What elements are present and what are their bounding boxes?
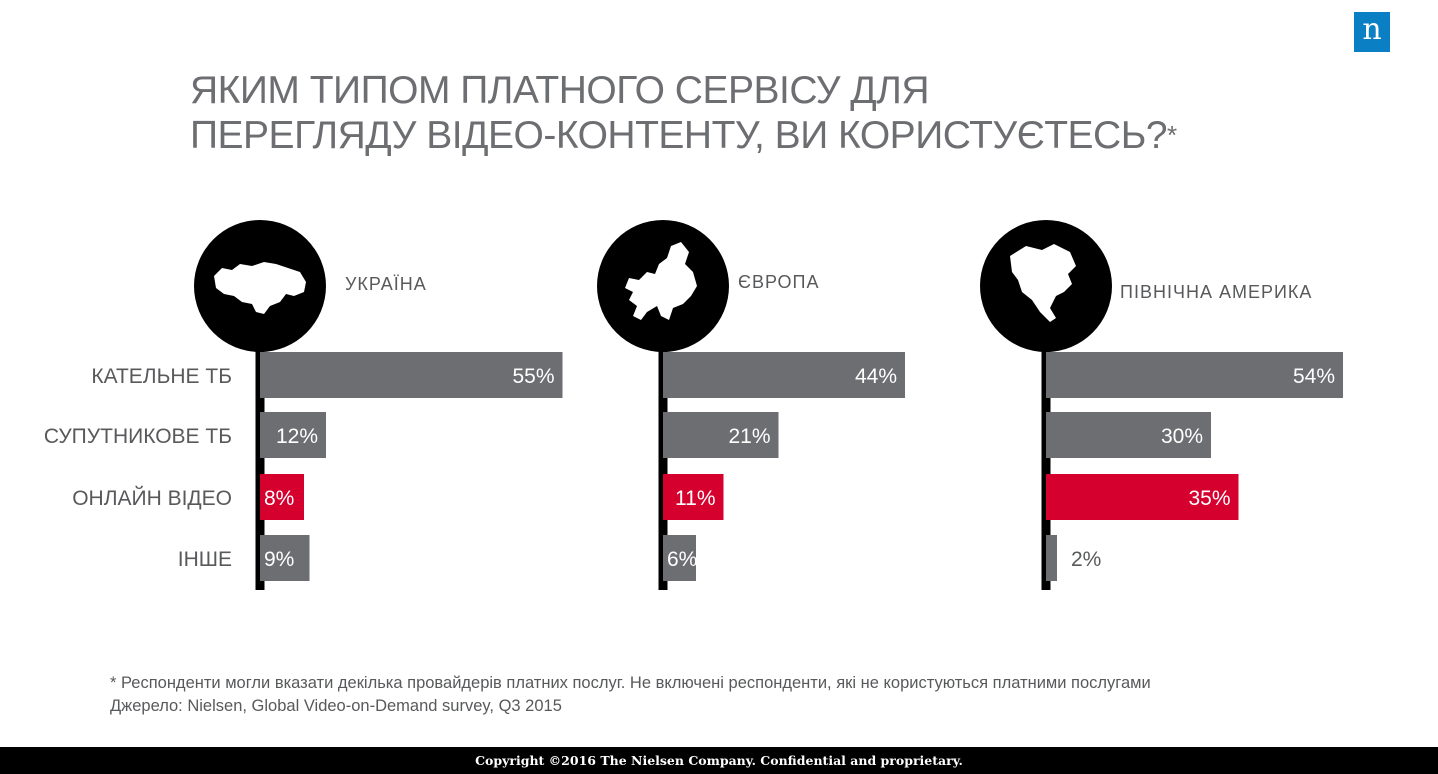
ukraine-map-icon [214,262,306,314]
bar [663,352,905,398]
bar-value-label: 6% [667,548,697,571]
category-label: КАТЕЛЬНЕ ТБ [91,365,232,388]
bar-value-label: 12% [276,425,318,448]
region-label: ЄВРОПА [738,272,820,292]
category-label: СУПУТНИКОВЕ ТБ [44,425,232,448]
bar-value-label: 35% [1188,487,1230,510]
bar-value-label: 2% [1071,548,1101,571]
footer-copyright: Copyright ©2016 The Nielsen Company. Con… [0,747,1438,774]
nielsen-logo: n [1354,12,1390,52]
bar-value-label: 11% [675,487,715,510]
nielsen-logo-letter: n [1362,12,1382,47]
bar [663,474,724,520]
bar-value-label: 54% [1293,365,1335,388]
bar [260,412,326,458]
europe-map-icon [625,242,697,320]
title-line-1: ЯКИМ ТИПОМ ПЛАТНОГО СЕРВІСУ ДЛЯ [190,69,929,112]
bar [1046,412,1211,458]
bar [1046,474,1239,520]
bar-chart: КАТЕЛЬНЕ ТБ СУПУТНИКОВЕ ТБ ОНЛАЙН ВІДЕО ІНШ… [44,220,1343,590]
page-title: ЯКИМ ТИПОМ ПЛАТНОГО СЕРВІСУ ДЛЯ ПЕРЕГЛЯД… [190,68,1177,158]
bar [260,474,304,520]
footnote: * Респонденти могли вказати декілька про… [110,672,1151,718]
region-label: ПІВНІЧНА АМЕРИКА [1120,282,1312,302]
bar-value-label: 44% [855,365,897,388]
bar-value-label: 9% [264,548,294,571]
north-america-map-icon [1010,244,1076,322]
bar [663,535,696,581]
bar [260,352,563,398]
title-footnote-mark: * [1167,120,1177,150]
title-line-2: ПЕРЕГЛЯДУ ВІДЕО-КОНТЕНТУ, ВИ КОРИСТУЄТЕС… [190,114,1168,157]
bar-value-label: 55% [512,365,554,388]
bar-value-label: 8% [264,487,294,510]
bar [1046,535,1057,581]
bar-value-label: 30% [1161,425,1203,448]
bar [260,535,310,581]
bar [1046,352,1343,398]
region-label: УКРАЇНА [345,274,427,294]
bar [663,412,779,458]
footnote-source: Джерело: Nielsen, Global Video-on-Demand… [110,697,562,715]
category-label: ОНЛАЙН ВІДЕО [72,486,232,510]
category-label: ІНШЕ [178,548,232,571]
footnote-line-1: * Респонденти могли вказати декілька про… [110,674,1151,692]
bar-value-label: 21% [728,425,770,448]
